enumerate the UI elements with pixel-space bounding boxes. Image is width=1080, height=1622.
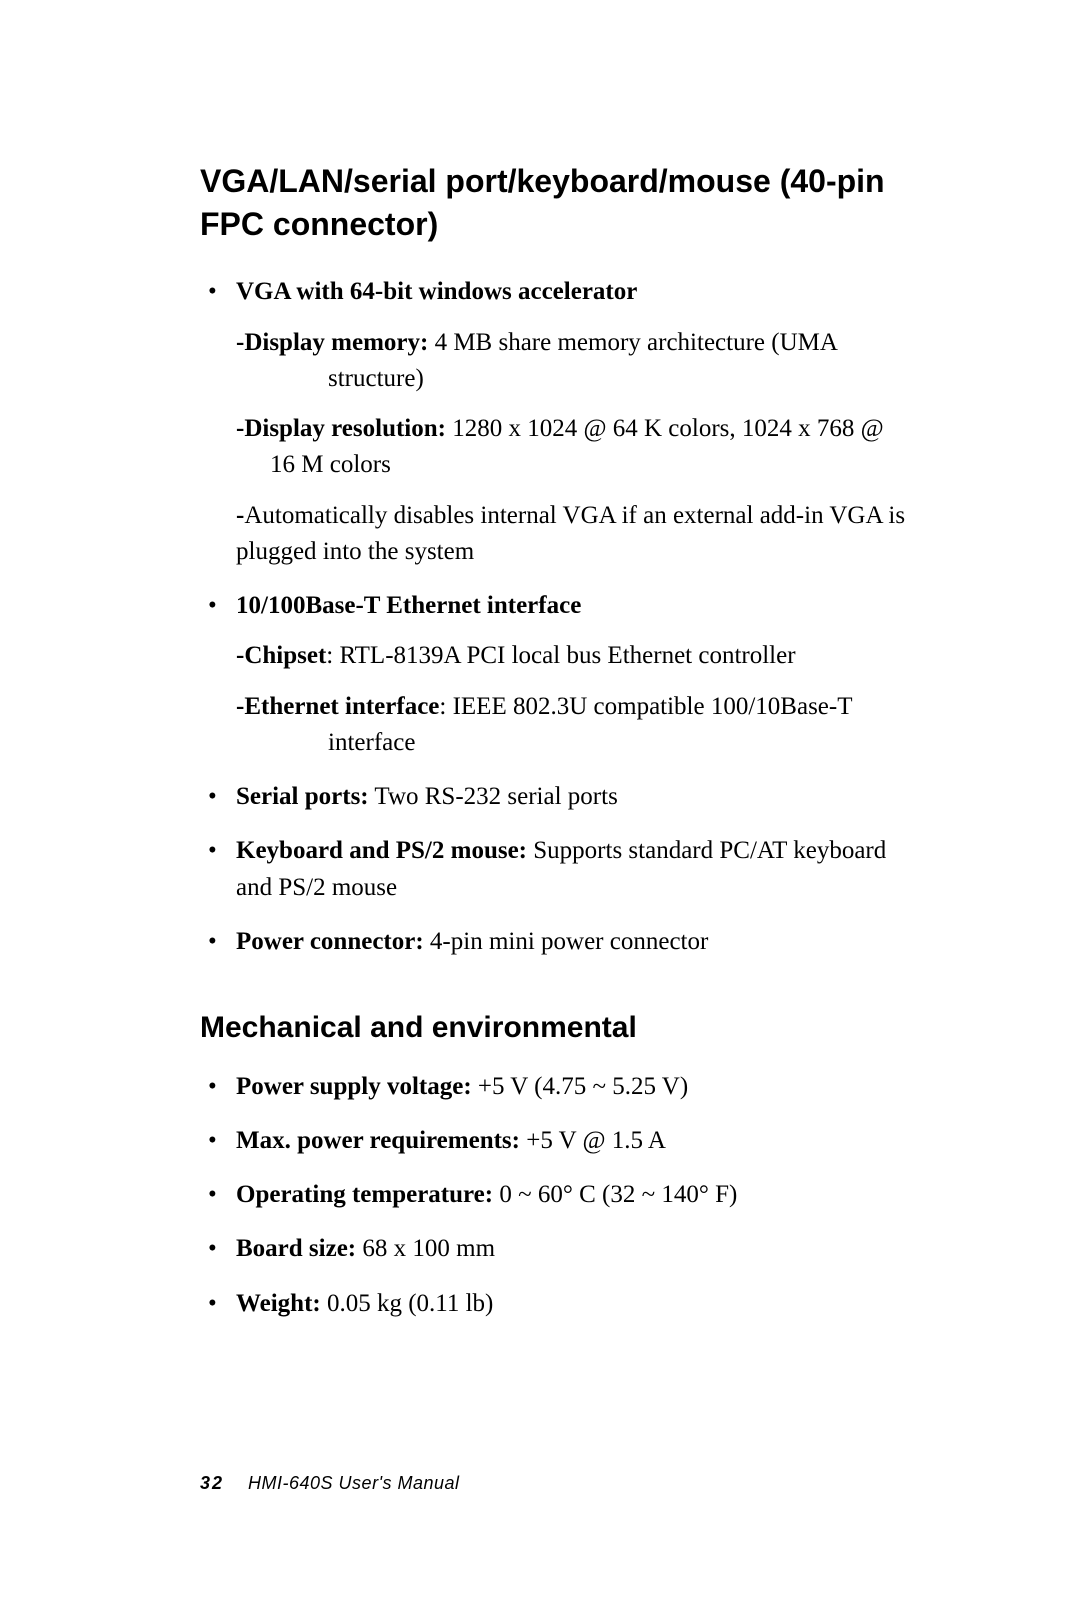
vga-display-memory-text: 4 MB share memory architecture (UMA xyxy=(428,329,838,356)
vga-display-resolution-text: 1280 x 1024 @ 64 K colors, 1024 x 768 @ xyxy=(446,415,884,442)
maxpwr-text: +5 V @ 1.5 A xyxy=(520,1127,666,1154)
bullet-ethernet: 10/100Base-T Ethernet interface -Chipset… xyxy=(228,588,925,761)
section-1-list: VGA with 64-bit windows accelerator -Dis… xyxy=(200,274,925,960)
weight-label: Weight: xyxy=(236,1290,321,1317)
section-1-heading: VGA/LAN/serial port/keyboard/mouse (40-p… xyxy=(200,160,925,246)
weight-text: 0.05 kg (0.11 lb) xyxy=(321,1290,494,1317)
ethernet-title: 10/100Base-T Ethernet interface xyxy=(236,592,581,619)
page-number: 32 xyxy=(200,1473,224,1493)
vga-display-resolution-label: -Display resolution: xyxy=(236,415,446,442)
ethernet-interface-label: -Ethernet interface xyxy=(236,693,439,720)
bullet-keyboard-mouse: Keyboard and PS/2 mouse: Supports standa… xyxy=(228,833,925,906)
vga-auto-disable: -Automatically disables internal VGA if … xyxy=(236,498,925,571)
page: VGA/LAN/serial port/keyboard/mouse (40-p… xyxy=(0,0,1080,1622)
maxpwr-label: Max. power requirements: xyxy=(236,1127,520,1154)
ethernet-chipset: -Chipset: RTL-8139A PCI local bus Ethern… xyxy=(236,638,925,674)
vga-display-memory-label: -Display memory: xyxy=(236,329,428,356)
bullet-operating-temperature: Operating temperature: 0 ~ 60° C (32 ~ 1… xyxy=(228,1177,925,1213)
page-footer: 32 HMI-640S User's Manual xyxy=(200,1473,460,1494)
psv-label: Power supply voltage: xyxy=(236,1073,472,1100)
vga-display-resolution-cont: 16 M colors xyxy=(236,447,925,483)
vga-title: VGA with 64-bit windows accelerator xyxy=(236,278,637,305)
serial-text: Two RS-232 serial ports xyxy=(369,783,618,810)
serial-label: Serial ports: xyxy=(236,783,369,810)
optemp-text: 0 ~ 60° C (32 ~ 140° F) xyxy=(493,1181,737,1208)
vga-display-memory: -Display memory: 4 MB share memory archi… xyxy=(236,325,925,398)
ethernet-interface-cont: interface xyxy=(236,725,925,761)
board-text: 68 x 100 mm xyxy=(356,1235,495,1262)
psv-text: +5 V (4.75 ~ 5.25 V) xyxy=(472,1073,689,1100)
section-2-list: Power supply voltage: +5 V (4.75 ~ 5.25 … xyxy=(200,1069,925,1322)
bullet-max-power: Max. power requirements: +5 V @ 1.5 A xyxy=(228,1123,925,1159)
bullet-power-supply-voltage: Power supply voltage: +5 V (4.75 ~ 5.25 … xyxy=(228,1069,925,1105)
optemp-label: Operating temperature: xyxy=(236,1181,493,1208)
bullet-power-connector: Power connector: 4-pin mini power connec… xyxy=(228,924,925,960)
vga-display-resolution: -Display resolution: 1280 x 1024 @ 64 K … xyxy=(236,411,925,484)
vga-auto-disable-text: Automatically disables internal VGA if a… xyxy=(236,502,905,565)
bullet-vga: VGA with 64-bit windows accelerator -Dis… xyxy=(228,274,925,570)
bullet-serial: Serial ports: Two RS-232 serial ports xyxy=(228,779,925,815)
ethernet-chipset-label: -Chipset xyxy=(236,642,326,669)
ethernet-interface: -Ethernet interface: IEEE 802.3U compati… xyxy=(236,689,925,762)
bullet-weight: Weight: 0.05 kg (0.11 lb) xyxy=(228,1286,925,1322)
board-label: Board size: xyxy=(236,1235,356,1262)
footer-doc-title: HMI-640S User's Manual xyxy=(248,1473,460,1493)
power-text: 4-pin mini power connector xyxy=(424,928,709,955)
kbmouse-label: Keyboard and PS/2 mouse: xyxy=(236,837,527,864)
section-2-heading: Mechanical and environmental xyxy=(200,1008,925,1049)
ethernet-chipset-text: : RTL-8139A PCI local bus Ethernet contr… xyxy=(326,642,795,669)
power-label: Power connector: xyxy=(236,928,424,955)
ethernet-interface-text: : IEEE 802.3U compatible 100/10Base-T xyxy=(439,693,852,720)
vga-display-memory-cont: structure) xyxy=(236,361,925,397)
bullet-board-size: Board size: 68 x 100 mm xyxy=(228,1231,925,1267)
